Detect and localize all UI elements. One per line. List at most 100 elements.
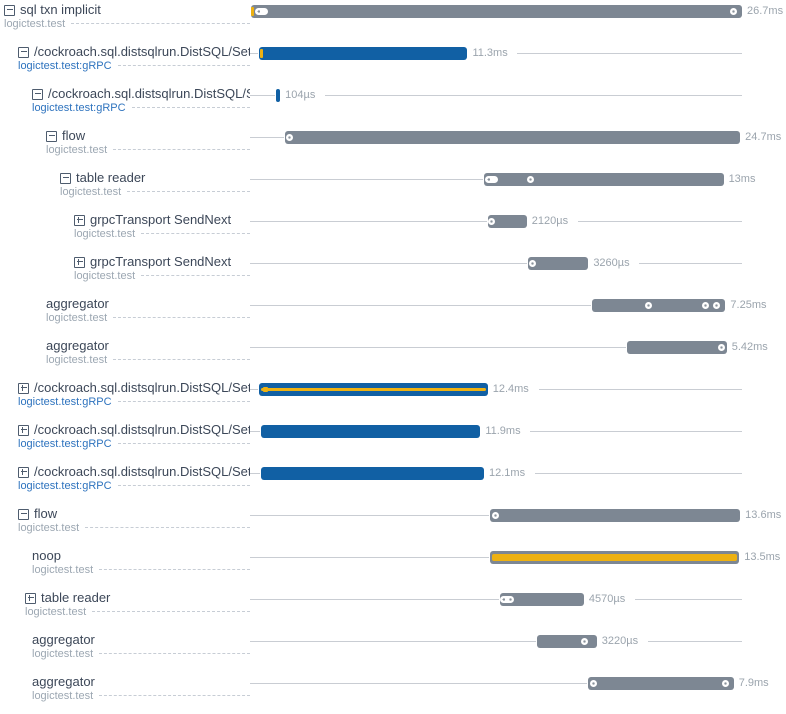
- expand-icon[interactable]: [74, 214, 85, 226]
- timeline-baseline: [250, 473, 261, 474]
- timeline-baseline: [250, 641, 537, 642]
- expand-icon[interactable]: [18, 424, 29, 436]
- span-bar[interactable]: [250, 5, 742, 18]
- collapse-icon[interactable]: [18, 46, 29, 58]
- span-bar[interactable]: [626, 341, 727, 354]
- leader-dashes: [113, 149, 250, 150]
- trace-span-row[interactable]: aggregator logictest.test 5.42ms: [0, 336, 786, 378]
- span-bar[interactable]: [261, 425, 481, 438]
- span-label: /cockroach.sql.distsqlrun.DistSQL/Set log…: [0, 422, 250, 450]
- span-subtitle-link[interactable]: logictest.test:gRPC: [18, 437, 112, 450]
- span-timeline: 104µs: [250, 84, 786, 126]
- span-subtitle-link[interactable]: logictest.test:gRPC: [18, 479, 112, 492]
- span-bar[interactable]: [276, 89, 281, 102]
- span-bar[interactable]: [259, 383, 488, 396]
- span-bar[interactable]: [489, 509, 741, 522]
- trace-span-row[interactable]: /cockroach.sql.distsqlrun.DistSQL/Set log…: [0, 420, 786, 462]
- span-subtitle: logictest.test: [46, 311, 108, 324]
- duration-label: 13.6ms: [745, 509, 782, 521]
- timeline-baseline: [634, 599, 742, 600]
- timeline-baseline: [517, 53, 742, 54]
- span-timeline: 7.9ms: [250, 672, 786, 714]
- span-timeline: 3220µs: [250, 630, 786, 672]
- leader-dashes: [113, 317, 250, 318]
- expand-icon[interactable]: [25, 592, 36, 604]
- leader-dashes: [141, 233, 250, 234]
- span-timeline: 12.1ms: [250, 462, 786, 504]
- span-bar[interactable]: [499, 593, 584, 606]
- span-subtitle-link[interactable]: logictest.test:gRPC: [18, 59, 112, 72]
- span-label: sql txn implicit logictest.test: [0, 2, 250, 30]
- expand-icon[interactable]: [18, 466, 29, 478]
- span-bar[interactable]: [261, 467, 484, 480]
- timeline-baseline: [250, 683, 588, 684]
- span-highlight-stripe: [492, 554, 738, 561]
- trace-span-row[interactable]: sql txn implicit logictest.test 26.7ms: [0, 0, 786, 42]
- ytick-marker: [251, 7, 255, 16]
- span-subtitle: logictest.test: [18, 521, 80, 534]
- collapse-icon[interactable]: [18, 508, 29, 520]
- span-subtitle-link[interactable]: logictest.test:gRPC: [32, 101, 126, 114]
- span-subtitle-link[interactable]: logictest.test:gRPC: [18, 395, 112, 408]
- span-bar[interactable]: [484, 173, 724, 186]
- span-bar[interactable]: [285, 131, 741, 144]
- span-timeline: 5.42ms: [250, 336, 786, 378]
- span-subtitle: logictest.test: [32, 647, 94, 660]
- span-bar[interactable]: [259, 47, 468, 60]
- trace-span-row[interactable]: aggregator logictest.test 3220µs: [0, 630, 786, 672]
- collapse-icon[interactable]: [32, 88, 43, 100]
- duration-label: 5.42ms: [731, 341, 768, 353]
- trace-span-row[interactable]: flow logictest.test 24.7ms: [0, 126, 786, 168]
- trace-span-row[interactable]: table reader logictest.test 4570µs: [0, 588, 786, 630]
- trace-span-row[interactable]: /cockroach.sql.distsqlrun.DistSQL/Set log…: [0, 42, 786, 84]
- span-bar[interactable]: [537, 635, 597, 648]
- timeline-baseline: [250, 389, 259, 390]
- duration-label: 3260µs: [593, 257, 630, 269]
- span-title: /cockroach.sql.distsqlrun.DistSQL/Set: [34, 44, 250, 59]
- trace-span-row[interactable]: flow logictest.test 13.6ms: [0, 504, 786, 546]
- span-label: noop logictest.test: [0, 548, 250, 576]
- collapse-icon[interactable]: [60, 172, 71, 184]
- dot-marker: [507, 596, 515, 603]
- span-label: table reader logictest.test: [0, 590, 250, 618]
- span-title: table reader: [76, 170, 146, 185]
- span-title: aggregator: [32, 632, 95, 647]
- span-bar[interactable]: [528, 257, 589, 270]
- dot-marker: [721, 680, 729, 687]
- trace-span-row[interactable]: aggregator logictest.test 7.9ms: [0, 672, 786, 714]
- trace-span-row[interactable]: grpcTransport SendNext logictest.test 3260…: [0, 252, 786, 294]
- span-timeline: 26.7ms: [250, 0, 786, 42]
- ysquare-marker: [263, 387, 269, 392]
- duration-label: 26.7ms: [747, 5, 784, 17]
- trace-span-row[interactable]: /cockroach.sql.distsqlrun.DistSQL/Set log…: [0, 462, 786, 504]
- span-label: aggregator logictest.test: [0, 632, 250, 660]
- trace-span-row[interactable]: /cockroach.sql.distsqlrun.DistSQL/S logic…: [0, 84, 786, 126]
- span-label: grpcTransport SendNext logictest.test: [0, 254, 250, 282]
- timeline-baseline: [250, 557, 490, 558]
- span-title: noop: [32, 548, 61, 563]
- pill-marker: [484, 176, 498, 183]
- span-bar[interactable]: [591, 299, 726, 312]
- trace-span-row[interactable]: /cockroach.sql.distsqlrun.DistSQL/Set log…: [0, 378, 786, 420]
- expand-icon[interactable]: [18, 382, 29, 394]
- span-bar[interactable]: [490, 551, 740, 564]
- span-bar[interactable]: [588, 677, 734, 690]
- span-title: /cockroach.sql.distsqlrun.DistSQL/S: [48, 86, 250, 101]
- span-timeline: 13.5ms: [250, 546, 786, 588]
- span-title: aggregator: [32, 674, 95, 689]
- ytick-marker: [259, 49, 263, 58]
- span-bar[interactable]: [487, 215, 527, 228]
- collapse-icon[interactable]: [46, 130, 57, 142]
- expand-icon[interactable]: [74, 256, 85, 268]
- trace-span-row[interactable]: noop logictest.test 13.5ms: [0, 546, 786, 588]
- duration-label: 2120µs: [531, 215, 569, 227]
- span-subtitle: logictest.test: [4, 17, 66, 30]
- collapse-icon[interactable]: [4, 4, 15, 16]
- leader-dashes: [117, 401, 250, 402]
- span-title: flow: [62, 128, 86, 143]
- trace-span-row[interactable]: table reader logictest.test 13ms: [0, 168, 786, 210]
- trace-span-row[interactable]: aggregator logictest.test 7.25ms: [0, 294, 786, 336]
- span-label: /cockroach.sql.distsqlrun.DistSQL/S logic…: [0, 86, 250, 114]
- trace-span-row[interactable]: grpcTransport SendNext logictest.test 2120…: [0, 210, 786, 252]
